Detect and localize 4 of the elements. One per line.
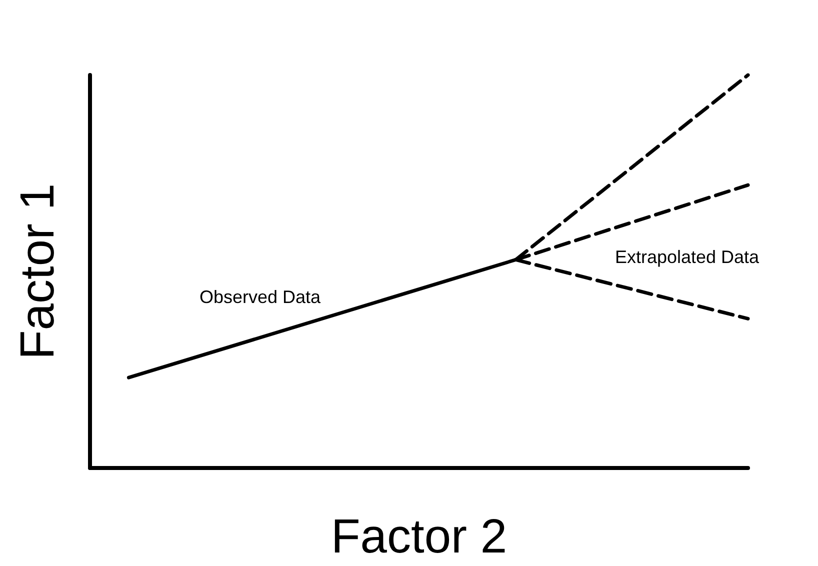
y-axis-title: Factor 1: [12, 183, 64, 360]
annotation: Observed Data: [199, 287, 322, 307]
annotation: Extrapolated Data: [614, 247, 760, 267]
x-axis-title: Factor 2: [330, 510, 508, 564]
